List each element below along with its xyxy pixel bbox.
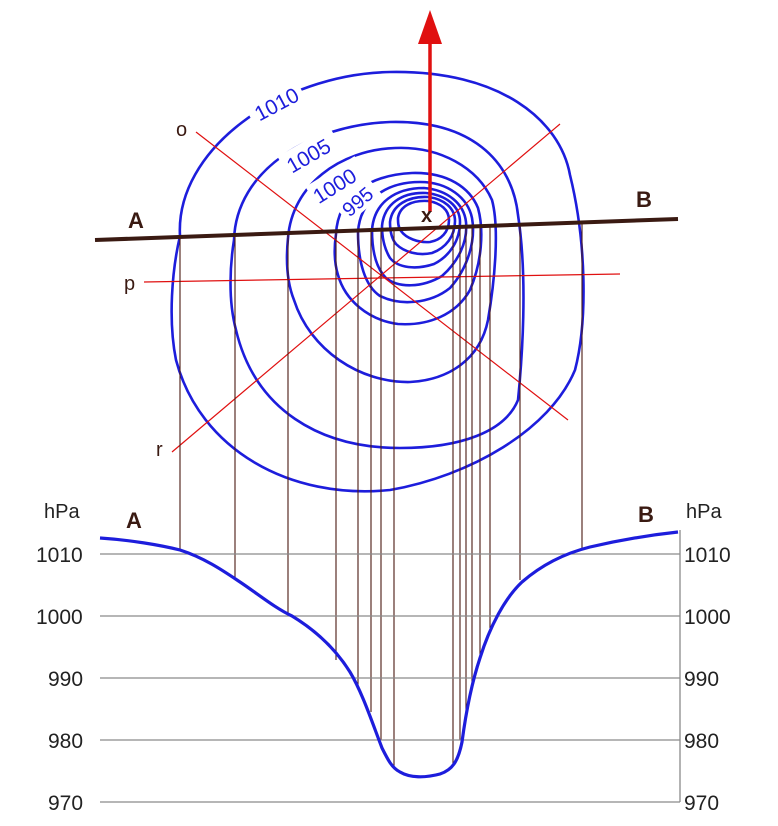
unit-label-left: hPa	[44, 501, 80, 523]
section-label-b: B	[636, 187, 652, 212]
tick-right-1000: 1000	[684, 606, 731, 629]
aux-line-p	[143, 273, 621, 283]
section-label-a: A	[128, 208, 144, 233]
profile-grid	[100, 530, 681, 803]
pressure-profile-curve	[99, 530, 679, 779]
aux-line-group	[143, 123, 621, 453]
aux-label-p: p	[124, 273, 135, 295]
isobar-group	[170, 70, 585, 493]
tick-right-1010: 1010	[684, 544, 731, 567]
tick-right-970: 970	[684, 792, 719, 815]
profile-label-b: B	[638, 502, 654, 527]
isobar-label-group: 1010 1005 1000 995	[242, 76, 383, 224]
isobar-inner-2	[370, 186, 468, 287]
y-tick-labels-left: 1010 1000 990 980 970	[36, 544, 83, 815]
unit-label-right: hPa	[686, 501, 722, 523]
isobar-inner-1	[356, 180, 475, 304]
tick-left-1000: 1000	[36, 606, 83, 629]
tick-right-990: 990	[684, 668, 719, 691]
drop-line-group	[179, 224, 583, 766]
aux-label-r: r	[156, 439, 163, 461]
center-mark: x	[421, 205, 432, 227]
section-line-ab	[94, 217, 679, 242]
tick-left-990: 990	[48, 668, 83, 691]
aux-label-o: o	[176, 119, 187, 141]
tick-left-970: 970	[48, 792, 83, 815]
tick-left-980: 980	[48, 730, 83, 753]
y-tick-labels-right: 1010 1000 990 980 970	[684, 544, 731, 815]
movement-arrow	[418, 10, 442, 212]
isobar-inner-4	[388, 195, 457, 256]
tick-right-980: 980	[684, 730, 719, 753]
profile-label-a: A	[126, 508, 142, 533]
isobar-1010	[170, 70, 585, 493]
aux-line-o	[195, 131, 569, 421]
tick-left-1010: 1010	[36, 544, 83, 567]
aux-line-r	[171, 123, 561, 453]
isobar-inner-3	[380, 191, 462, 269]
